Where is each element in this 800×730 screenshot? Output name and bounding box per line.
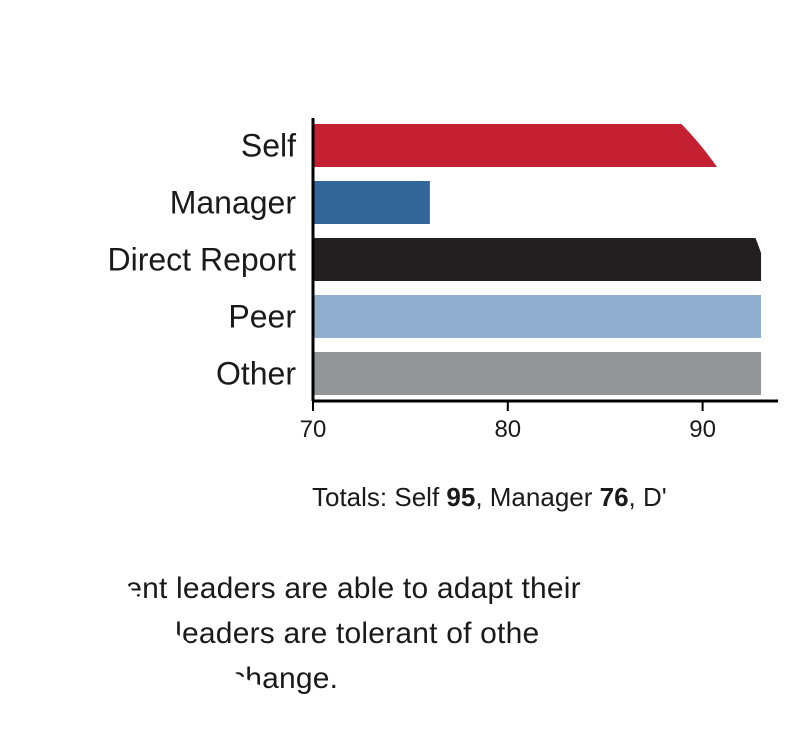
x-tick-label-80: 80 <box>494 416 521 443</box>
x-tick-label-70: 70 <box>300 416 327 443</box>
totals-manager-value: 76 <box>599 482 629 512</box>
bar-other <box>313 352 762 395</box>
circular-crop: Self Manager Direct Report Peer Other 70 80 90… <box>48 12 780 718</box>
category-label-other: Other <box>216 356 296 392</box>
body-text-line-3: change. <box>230 662 339 695</box>
totals-self-value: 95 <box>446 482 476 512</box>
totals-sep2: , D' <box>628 482 667 512</box>
category-label-self: Self <box>241 128 296 164</box>
bar-peer <box>313 295 762 338</box>
totals-prefix: Totals: Self <box>312 482 447 512</box>
x-ticks: 70 80 90 <box>300 401 716 443</box>
category-labels: Self Manager Direct Report Peer Other <box>108 128 297 392</box>
category-label-manager: Manager <box>170 185 297 221</box>
body-text-line-1: ment leaders are able to adapt their <box>100 572 581 605</box>
bar-chart: Self Manager Direct Report Peer Other 70 80 90 <box>108 118 780 443</box>
bar-direct-report <box>313 238 762 281</box>
x-tick-label-90: 90 <box>689 416 716 443</box>
bar-manager <box>313 181 430 224</box>
bar-self <box>313 124 780 167</box>
body-text-line-2: ble leaders are tolerant of othe <box>126 617 540 650</box>
bars-group <box>313 124 780 395</box>
category-label-peer: Peer <box>228 299 296 335</box>
totals-sep1: , Manager <box>475 482 600 512</box>
category-label-direct-report: Direct Report <box>108 242 297 278</box>
totals-text: Totals: Self 95, Manager 76, D' <box>312 482 667 513</box>
